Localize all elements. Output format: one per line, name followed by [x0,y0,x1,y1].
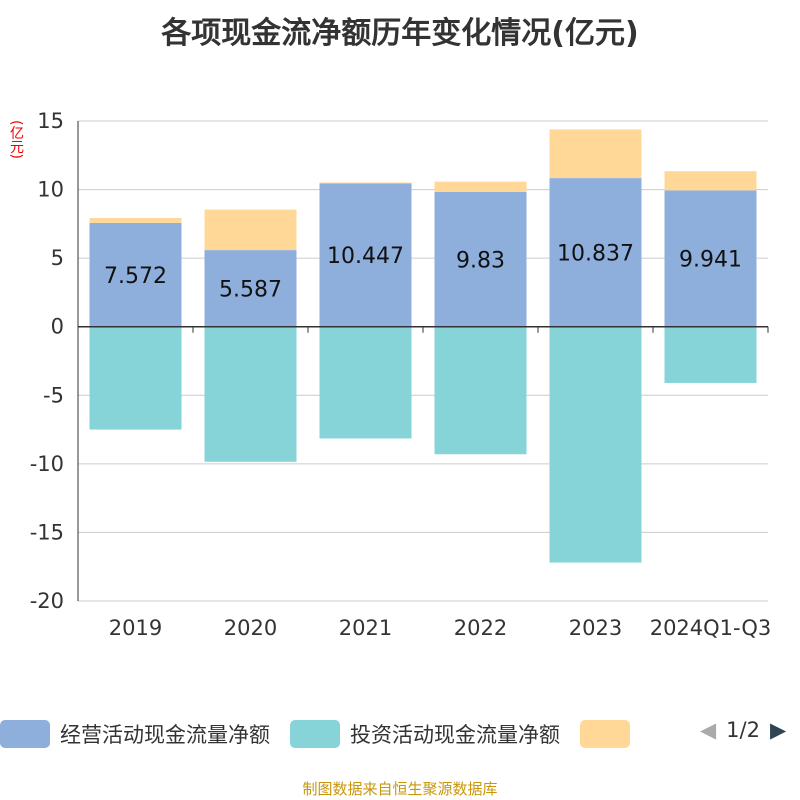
bar-investing [434,326,527,455]
bar-operating [204,250,297,327]
x-tick-label: 2022 [454,616,507,640]
legend-item-operating[interactable]: 经营活动现金流量净额 [0,719,270,749]
y-tick-label: -15 [30,520,64,544]
bar-value-label: 9.941 [679,248,742,273]
bar-investing [549,326,642,563]
bar-third [204,209,297,251]
legend-swatch [290,720,340,748]
bar-value-label: 10.447 [327,244,404,269]
bar-value-label: 9.83 [456,248,505,273]
legend-label: 经营活动现金流量净额 [60,723,270,747]
bar-third [549,129,642,179]
bar-investing [319,326,412,439]
bar-operating [434,191,527,327]
bar-operating [549,178,642,327]
prev-page-icon[interactable]: ◀ [700,718,717,742]
y-tick-label: 10 [37,178,64,202]
bar-operating [319,183,412,327]
y-tick-label: -10 [30,452,64,476]
bar-third [319,182,412,184]
y-tick-label: -20 [30,589,64,613]
y-tick-label: 0 [51,315,64,339]
legend-pager: ◀ 1/2 ▶ [700,718,786,742]
y-tick-label: -5 [43,383,64,407]
bar-operating [664,190,757,327]
page-indicator: 1/2 [726,718,760,742]
legend: 经营活动现金流量净额 投资活动现金流量净额 [0,718,660,750]
legend-item-investing[interactable]: 投资活动现金流量净额 [290,719,560,749]
x-tick-label: 2021 [339,616,392,640]
bar-investing [664,326,757,383]
y-tick-label: 15 [37,109,64,133]
bar-third [664,171,757,191]
legend-label: 投资活动现金流量净额 [350,723,560,747]
y-tick-label: 5 [51,246,64,270]
legend-swatch [0,720,50,748]
bar-value-label: 10.837 [557,241,634,266]
x-tick-label: 2023 [569,616,622,640]
chart-title: 各项现金流净额历年变化情况(亿元) [161,16,639,51]
source-footer: 制图数据来自恒生聚源数据库 [302,780,498,798]
x-tick-label: 2019 [109,616,162,640]
x-tick-label: 2020 [224,616,277,640]
next-page-icon[interactable]: ▶ [769,718,787,742]
bar-value-label: 5.587 [219,277,282,302]
bar-investing [89,326,182,430]
bar-third [89,218,182,223]
bar-operating [89,222,182,327]
legend-swatch [580,720,630,748]
bar-value-label: 7.572 [104,264,167,289]
plot-area: 15 10 5 0 -5 -10 -15 -20 7.572 2019 5.587 2020 10.44… [30,109,772,640]
y-axis-unit: (亿元) [8,120,24,159]
x-tick-label: 2024Q1-Q3 [650,616,772,640]
legend-item-third[interactable] [580,720,640,748]
bar-investing [204,326,297,462]
bar-third [434,181,527,192]
